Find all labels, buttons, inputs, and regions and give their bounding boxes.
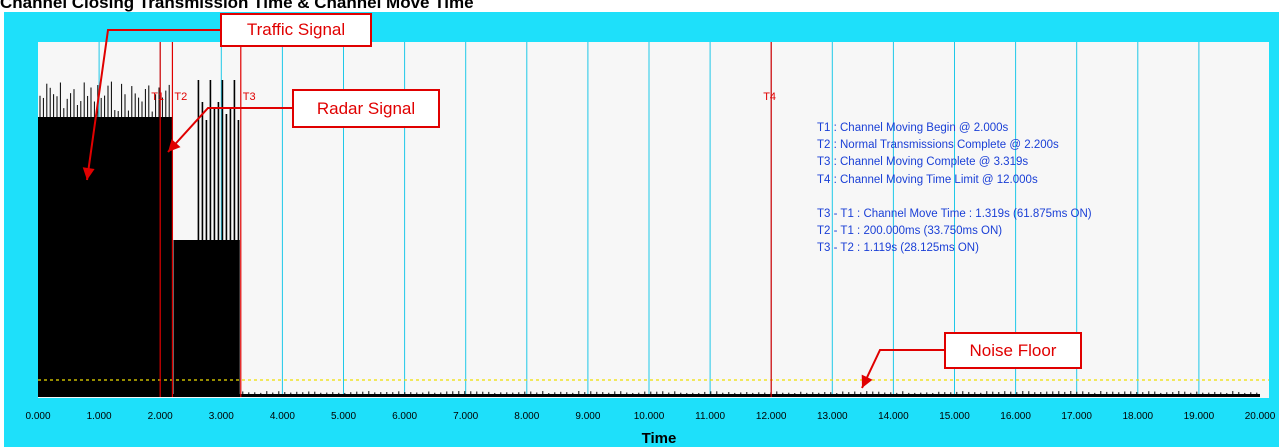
x-tick-label: 16.000 bbox=[1000, 411, 1031, 422]
x-tick-label: 1.000 bbox=[87, 411, 112, 422]
x-tick-label: 5.000 bbox=[331, 411, 356, 422]
x-tick-label: 9.000 bbox=[575, 411, 600, 422]
x-tick-label: 11.000 bbox=[695, 411, 725, 422]
radar-signal-callout: Radar Signal bbox=[292, 89, 440, 128]
annotation-result: T3 - T2 : 1.119s (28.125ms ON) bbox=[817, 242, 979, 255]
noise-floor-arrow bbox=[861, 349, 944, 389]
annotation-result: T3 - T1 : Channel Move Time : 1.319s (61… bbox=[817, 207, 1092, 220]
callout-arrows bbox=[82, 29, 944, 389]
annotation-line: T2 : Normal Transmissions Complete @ 2.2… bbox=[817, 139, 1059, 152]
signal-baseline bbox=[38, 394, 1260, 397]
x-tick-label: 7.000 bbox=[453, 411, 478, 422]
annotation-line: T1 : Channel Moving Begin @ 2.000s bbox=[817, 122, 1009, 134]
marker-label: T1 bbox=[151, 91, 164, 103]
annotation-result: T2 - T1 : 200.000ms (33.750ms ON) bbox=[817, 225, 1003, 238]
x-tick-label: 8.000 bbox=[514, 411, 539, 422]
x-tick-label: 15.000 bbox=[939, 411, 970, 422]
signal-trace bbox=[38, 80, 1260, 397]
marker-label: T2 bbox=[174, 91, 187, 103]
timing-annotations: T1 : Channel Moving Begin @ 2.000s T2 : … bbox=[817, 120, 1092, 258]
traffic-signal-arrow bbox=[86, 29, 220, 181]
x-tick-label: 14.000 bbox=[878, 411, 909, 422]
annotation-line: T3 : Channel Moving Complete @ 3.319s bbox=[817, 156, 1029, 169]
traffic-block bbox=[38, 117, 173, 397]
marker-label: T3 bbox=[243, 91, 256, 103]
marker-label: T4 bbox=[763, 91, 776, 103]
x-axis: 0.000 1.000 2.000 3.000 4.000 5.000 6.000 7.000… bbox=[25, 411, 1275, 422]
x-tick-label: 6.000 bbox=[392, 411, 417, 422]
x-tick-label: 18.000 bbox=[1123, 411, 1154, 422]
x-axis-label: Time bbox=[642, 430, 677, 447]
x-tick-label: 17.000 bbox=[1061, 411, 1092, 422]
x-tick-label: 0.000 bbox=[25, 411, 50, 422]
x-tick-label: 4.000 bbox=[270, 411, 295, 422]
radar-signal-arrow bbox=[167, 107, 292, 153]
x-tick-label: 20.000 bbox=[1245, 411, 1276, 422]
x-tick-label: 3.000 bbox=[209, 411, 234, 422]
traffic-signal-callout: Traffic Signal bbox=[220, 13, 372, 47]
radar-burst-block bbox=[173, 240, 240, 397]
chart-title: Channel Closing Transmission Time & Chan… bbox=[0, 0, 474, 12]
noise-floor-arrow-head bbox=[861, 374, 873, 388]
x-tick-label: 19.000 bbox=[1184, 411, 1215, 422]
noise-floor-callout: Noise Floor bbox=[944, 332, 1082, 369]
x-tick-label: 2.000 bbox=[148, 411, 173, 422]
traffic-signal-arrow-head bbox=[82, 167, 95, 180]
annotation-line: T4 : Channel Moving Time Limit @ 12.000s bbox=[817, 173, 1038, 186]
x-tick-label: 10.000 bbox=[634, 411, 665, 422]
radar-signal-arrow-head bbox=[168, 139, 181, 152]
time-markers: T1 T2 T3 T4 bbox=[151, 42, 776, 397]
x-tick-label: 13.000 bbox=[817, 411, 848, 422]
x-tick-label: 12.000 bbox=[756, 411, 787, 422]
